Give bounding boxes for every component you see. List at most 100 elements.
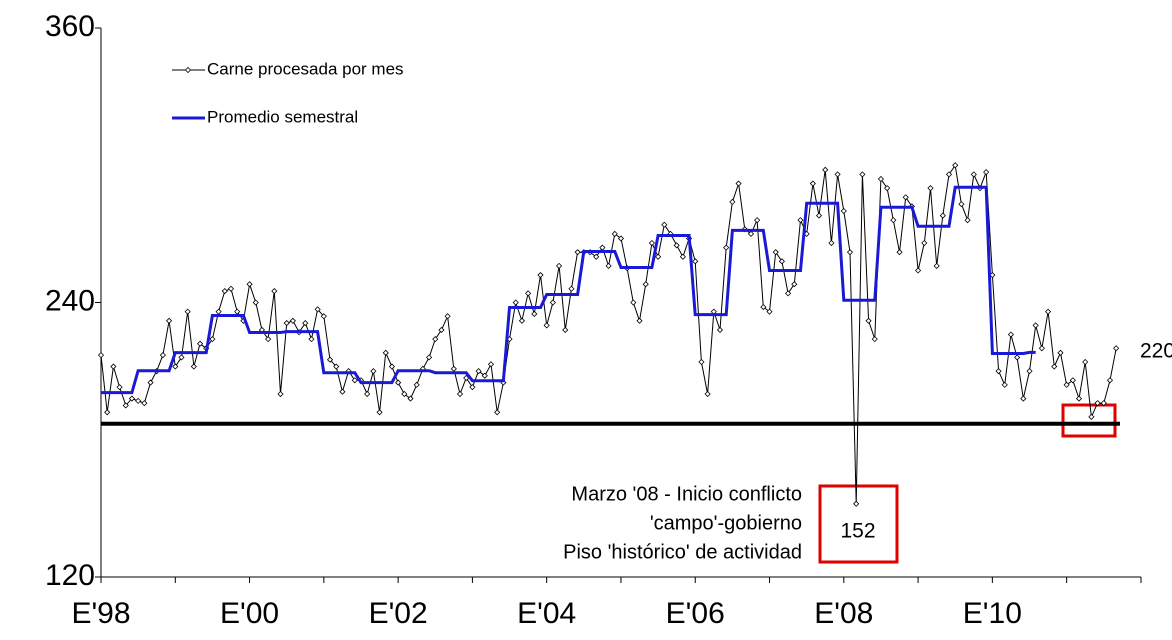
data-point	[1075, 395, 1083, 402]
data-label: 220	[1140, 340, 1172, 363]
data-point	[246, 281, 253, 288]
data-point	[302, 320, 309, 327]
highlight-box	[1061, 403, 1117, 438]
data-point	[413, 381, 420, 388]
x-tick-label: E'06	[666, 597, 725, 630]
data-point	[704, 390, 711, 398]
data-point	[964, 217, 971, 224]
data-point	[444, 313, 451, 320]
data-point	[1082, 358, 1089, 366]
data-point	[525, 290, 532, 297]
data-point	[877, 175, 885, 183]
data-point	[1038, 345, 1045, 352]
data-point	[178, 354, 185, 361]
data-point	[562, 326, 569, 334]
data-point	[110, 363, 117, 370]
data-point	[760, 304, 767, 311]
data-point	[927, 185, 934, 192]
data-point	[970, 171, 977, 178]
data-point	[1088, 413, 1095, 420]
data-point	[364, 390, 371, 398]
data-point	[320, 313, 327, 320]
data-point	[271, 287, 278, 295]
annotation: Marzo '08 - Inicio conflicto	[571, 483, 802, 505]
data-point	[308, 336, 315, 343]
data-point	[388, 363, 395, 370]
data-point	[797, 217, 804, 224]
data-point	[630, 299, 637, 306]
data-point	[1032, 322, 1039, 329]
data-point	[382, 349, 389, 356]
data-point	[314, 306, 321, 313]
data-point	[846, 249, 854, 256]
x-tick-label: E'04	[517, 597, 576, 630]
data-label: 152	[840, 520, 875, 543]
data-point	[469, 384, 476, 391]
data-point	[370, 368, 377, 375]
data-point	[432, 336, 439, 343]
data-point	[339, 388, 346, 395]
data-point	[1045, 308, 1052, 315]
data-point	[766, 308, 773, 315]
data-point	[438, 326, 445, 334]
data-point	[871, 336, 878, 343]
average-line	[101, 185, 1036, 395]
data-point	[859, 171, 866, 178]
legend-label: Promedio semestral	[207, 107, 358, 126]
data-point	[611, 230, 618, 237]
annotation: 'campo'-gobierno	[650, 512, 802, 534]
data-point	[395, 379, 402, 386]
data-point	[593, 253, 600, 260]
x-tick-label: E'98	[71, 597, 130, 630]
data-point	[958, 201, 965, 208]
x-tick-label: E'00	[220, 597, 279, 630]
data-point	[574, 249, 581, 256]
data-point	[494, 409, 501, 416]
data-point	[605, 262, 612, 269]
data-point	[104, 409, 111, 416]
data-point	[116, 384, 123, 391]
data-point	[401, 390, 408, 398]
data-point	[809, 180, 816, 187]
data-point	[939, 212, 946, 219]
data-point	[617, 235, 625, 242]
legend-label: Carne procesada por mes	[207, 59, 404, 78]
data-point	[933, 262, 940, 269]
data-point	[1100, 400, 1107, 407]
data-point	[159, 352, 166, 359]
data-point	[426, 354, 433, 361]
data-point	[1007, 331, 1014, 338]
data-point	[215, 308, 222, 315]
data-point	[376, 409, 383, 416]
data-point	[326, 356, 334, 363]
data-point	[902, 194, 909, 201]
data-point	[190, 363, 197, 370]
data-point	[1020, 395, 1027, 402]
data-point	[1057, 349, 1064, 356]
data-point	[172, 363, 179, 370]
data-point	[209, 336, 216, 343]
data-point	[97, 352, 105, 359]
data-point	[661, 221, 668, 228]
data-point	[283, 320, 290, 327]
data-point	[135, 397, 142, 404]
data-point	[915, 267, 922, 274]
data-point	[983, 169, 990, 176]
annotation: Piso 'histórico' de actividad	[563, 541, 802, 563]
data-point	[1063, 381, 1070, 388]
data-point	[1001, 381, 1008, 388]
data-point	[407, 395, 414, 402]
data-point	[995, 368, 1002, 375]
data-point	[128, 395, 136, 402]
data-point	[896, 249, 903, 256]
data-point	[921, 239, 928, 247]
data-point	[475, 368, 482, 375]
data-point	[122, 402, 129, 409]
data-point	[1113, 345, 1120, 352]
data-point	[747, 230, 755, 237]
data-point	[252, 299, 259, 306]
data-line	[100, 163, 1117, 504]
data-point	[351, 377, 358, 384]
data-point	[834, 171, 841, 178]
data-point	[723, 244, 730, 251]
